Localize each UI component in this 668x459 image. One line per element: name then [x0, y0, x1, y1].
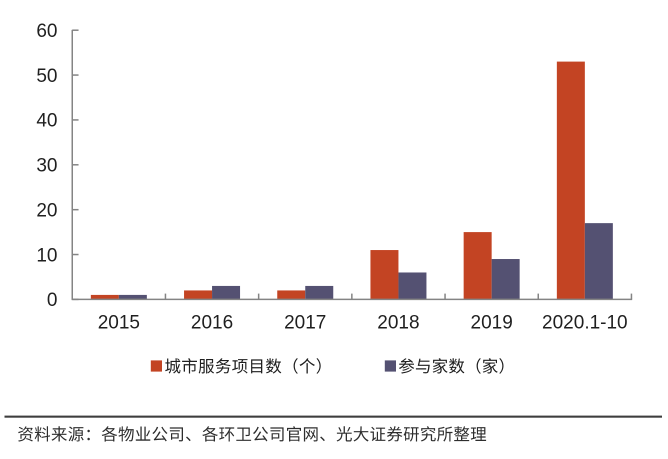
svg-text:30: 30	[36, 156, 57, 177]
svg-text:20: 20	[36, 200, 57, 221]
svg-text:0: 0	[47, 290, 58, 311]
svg-text:2017: 2017	[284, 313, 326, 334]
svg-text:40: 40	[36, 111, 57, 132]
svg-text:2015: 2015	[98, 313, 140, 334]
svg-text:2016: 2016	[191, 313, 233, 334]
svg-text:2018: 2018	[377, 313, 419, 334]
svg-text:2020.1-10: 2020.1-10	[542, 313, 628, 334]
svg-text:2019: 2019	[471, 313, 513, 334]
svg-text:50: 50	[36, 66, 57, 87]
svg-text:10: 10	[36, 245, 57, 266]
svg-text:60: 60	[36, 21, 57, 42]
